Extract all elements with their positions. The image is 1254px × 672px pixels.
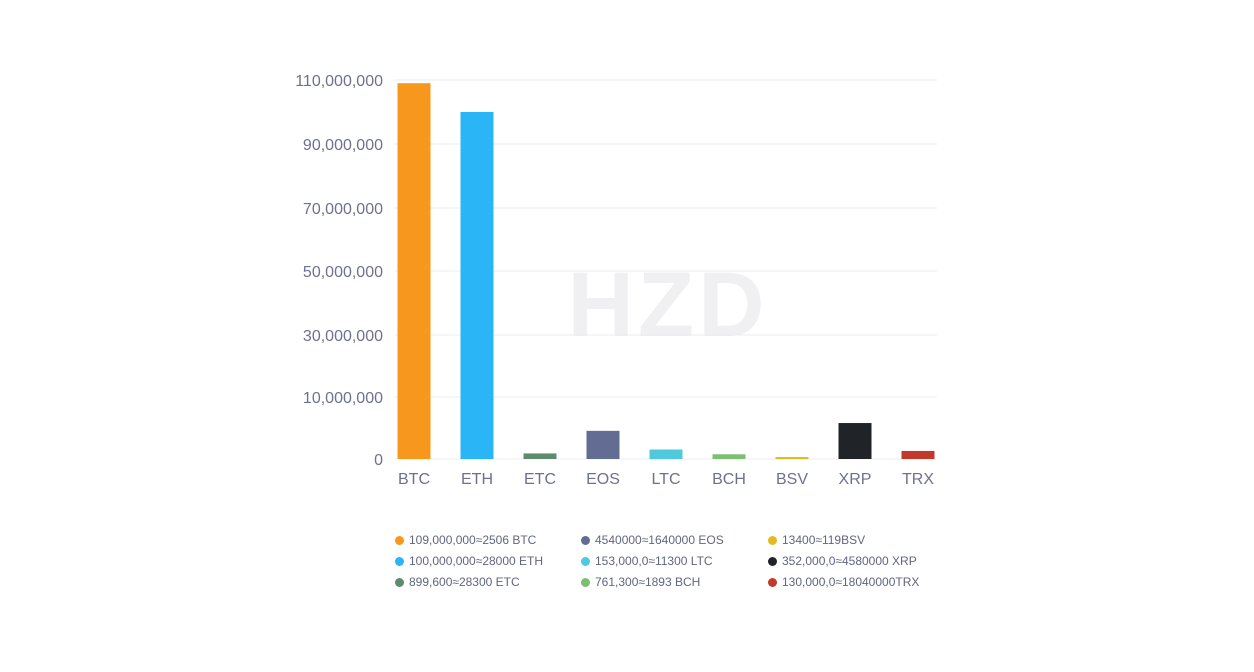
legend-label: 899,600≈28300 ETC: [409, 575, 520, 589]
y-tick-label: 90,000,000: [303, 137, 383, 154]
legend-label: 761,300≈1893 BCH: [595, 575, 701, 589]
legend-label: 109,000,000≈2506 BTC: [409, 533, 537, 547]
legend-label: 100,000,000≈28000 ETH: [409, 554, 544, 568]
x-tick-label: XRP: [839, 471, 872, 488]
y-tick-label: 0: [374, 452, 383, 469]
legend-item: 130,000,0≈18040000TRX: [768, 575, 955, 589]
legend-item: 109,000,000≈2506 BTC: [395, 533, 581, 547]
y-tick-label: 10,000,000: [303, 390, 383, 407]
legend-dot: [581, 556, 590, 566]
legend-dot: [581, 577, 590, 587]
legend-dot: [768, 577, 777, 587]
x-tick-label: ETC: [524, 471, 556, 488]
legend-dot: [581, 535, 590, 545]
x-tick-label: TRX: [902, 471, 934, 488]
bar-eos: [586, 430, 620, 459]
y-tick-label: 70,000,000: [303, 201, 383, 218]
x-tick-label: ETH: [461, 471, 493, 488]
x-tick-label: BCH: [712, 471, 746, 488]
bar-xrp: [838, 423, 872, 459]
legend-item: 153,000,0≈11300 LTC: [581, 554, 768, 568]
legend-item: 4540000≈1640000 EOS: [581, 533, 768, 547]
legend-label: 352,000,0≈4580000 XRP: [782, 554, 917, 568]
legend-label: 4540000≈1640000 EOS: [595, 533, 724, 547]
y-tick-label: 50,000,000: [303, 264, 383, 281]
legend-dot: [395, 577, 404, 587]
legend-item: 13400≈119BSV: [768, 533, 955, 547]
bar-btc: [397, 83, 431, 459]
bar-trx: [901, 450, 935, 459]
legend-label: 13400≈119BSV: [782, 533, 866, 547]
legend-label: 153,000,0≈11300 LTC: [595, 554, 713, 568]
x-tick-label: BTC: [398, 471, 430, 488]
legend-item: 100,000,000≈28000 ETH: [395, 554, 581, 568]
legend-label: 130,000,0≈18040000TRX: [782, 575, 920, 589]
legend-dot: [768, 535, 777, 545]
x-tick-label: EOS: [586, 471, 620, 488]
bar-etc: [523, 453, 557, 459]
legend-dot: [395, 535, 404, 545]
legend-dot: [768, 556, 777, 566]
bar-bch: [712, 454, 746, 459]
bar-ltc: [649, 449, 683, 459]
legend-item: 899,600≈28300 ETC: [395, 575, 581, 589]
legend-item: 761,300≈1893 BCH: [581, 575, 768, 589]
y-tick-label: 110,000,000: [295, 73, 383, 90]
legend-item: 352,000,0≈4580000 XRP: [768, 554, 955, 568]
watermark-logo: HZD: [567, 254, 768, 356]
legend-dot: [395, 556, 404, 566]
y-tick-label: 30,000,000: [303, 328, 383, 345]
chart-legend: 109,000,000≈2506 BTC 4540000≈1640000 EOS 1…: [395, 533, 955, 589]
bar-bsv: [775, 457, 809, 459]
x-tick-label: BSV: [776, 471, 808, 488]
x-tick-label: LTC: [651, 471, 680, 488]
bar-eth: [460, 112, 494, 459]
